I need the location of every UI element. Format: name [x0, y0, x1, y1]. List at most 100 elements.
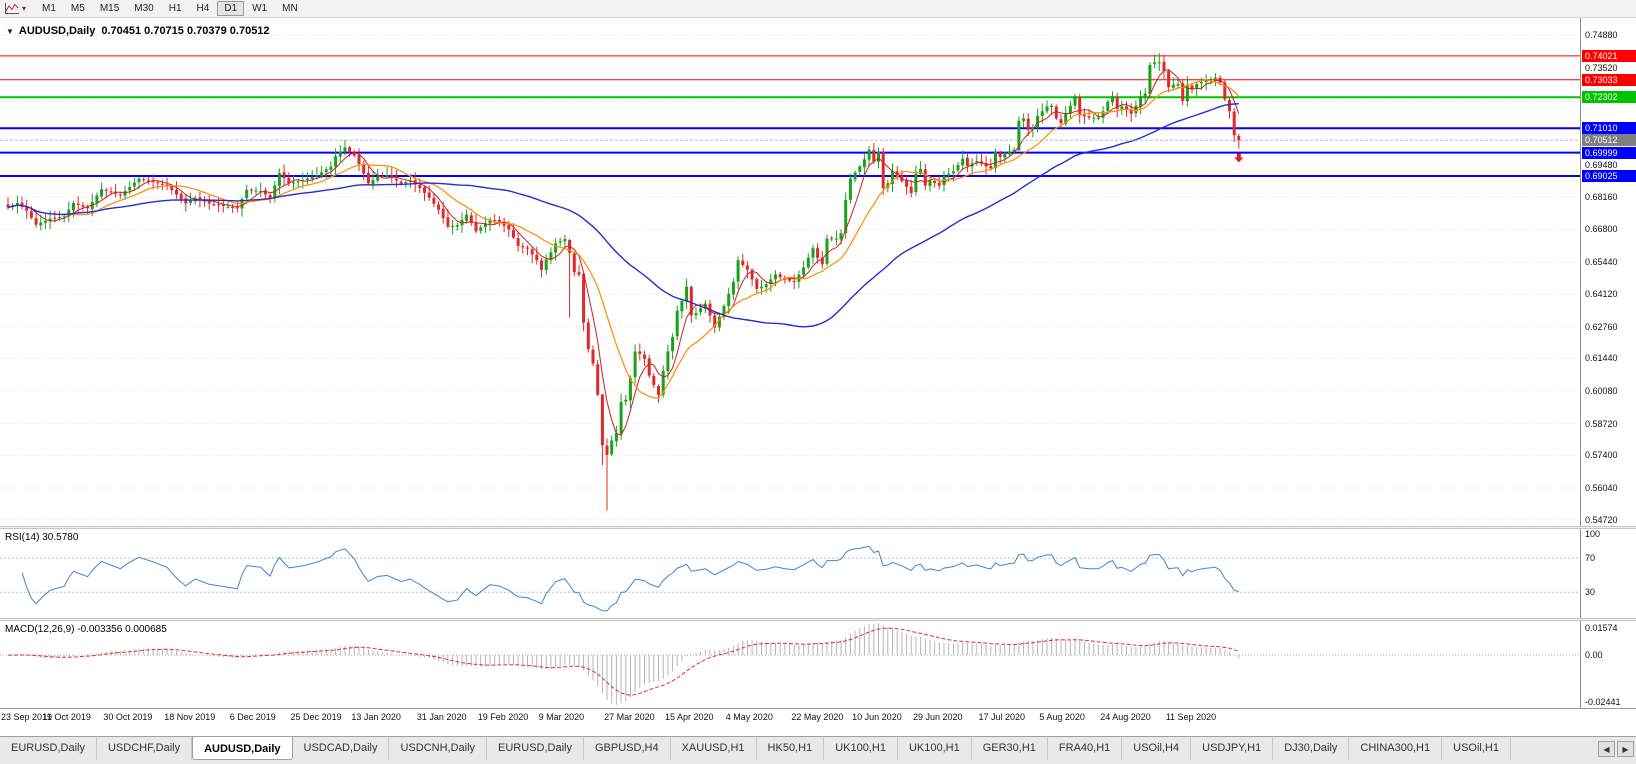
time-axis-label: 22 May 2020 [791, 712, 844, 722]
time-axis-label: 9 Mar 2020 [538, 712, 585, 722]
chart-tab-uk100-h1[interactable]: UK100,H1 [897, 737, 972, 760]
price-scale-label: 0.68160 [1585, 191, 1618, 202]
time-axis-label: 31 Jan 2020 [416, 712, 467, 722]
price-scale-label: 0.66800 [1585, 224, 1618, 235]
price-scale-label: 0.61440 [1585, 353, 1618, 364]
price-line-label: 0.70512 [1582, 134, 1636, 147]
rsi-label: RSI(14) 30.5780 [5, 532, 79, 543]
rsi-scale[interactable]: 100 70 30 [1580, 529, 1636, 618]
price-scale-label: 0.58720 [1585, 418, 1618, 429]
price-scale-label: 0.60080 [1585, 385, 1618, 396]
chart-tab-ger30-h1[interactable]: GER30,H1 [971, 737, 1048, 760]
chart-tab-usdchf-daily[interactable]: USDCHF,Daily [96, 737, 193, 760]
macd-scale[interactable]: 0.01574 0.00 -0.02441 [1580, 621, 1636, 708]
price-scale-label: 0.69480 [1585, 160, 1618, 171]
chart-tab-usdjpy-h1[interactable]: USDJPY,H1 [1191, 737, 1274, 760]
timeframe-button-w1[interactable]: W1 [245, 1, 274, 16]
chart-tab-usdcnh-daily[interactable]: USDCNH,Daily [389, 737, 488, 760]
price-line-label: 0.72302 [1582, 91, 1636, 104]
timeframe-button-m30[interactable]: M30 [127, 1, 160, 16]
time-axis-label: 18 Nov 2019 [164, 712, 216, 722]
pane-splitter[interactable] [0, 618, 1636, 621]
chart-tabs: EURUSD,Daily USDCHF,Daily AUDUSD,Daily USDC… [0, 737, 1594, 760]
chart-tab-xauusd-h1[interactable]: XAUUSD,H1 [670, 737, 757, 760]
timeframe-toolbar: ▾ M1 M5 M15 M30 H1 H4 D1 W1 MN [0, 0, 1636, 18]
time-axis[interactable]: 23 Sep 2019 11 Oct 2019 30 Oct 2019 18 Nov … [0, 708, 1636, 726]
time-axis-label: 11 Sep 2020 [1165, 712, 1217, 722]
timeframe-button-h4[interactable]: H4 [190, 1, 217, 16]
tabs-scroll-right-button[interactable]: ▶ [1617, 741, 1634, 757]
timeframe-buttons-group: M1 M5 M15 M30 H1 H4 D1 W1 MN [35, 1, 305, 16]
chart-tab-uk100-h1[interactable]: UK100,H1 [824, 737, 898, 760]
time-axis-label: 25 Dec 2019 [290, 712, 342, 722]
chart-title: ▼ AUDUSD,Daily 0.70451 0.70715 0.70379 0… [6, 25, 270, 37]
timeframe-button-d1[interactable]: D1 [217, 1, 245, 16]
time-axis-label: 4 May 2020 [725, 712, 773, 722]
chart-tab-audusd-daily[interactable]: AUDUSD,Daily [192, 737, 293, 760]
chart-menu-icon[interactable]: ▼ [6, 26, 14, 36]
macd-scale-label: 0.01574 [1585, 623, 1618, 633]
price-scale-label: 0.64120 [1585, 288, 1618, 299]
rsi-canvas[interactable] [0, 529, 1580, 618]
chart-tab-usoil-h1[interactable]: USOil,H1 [1442, 737, 1511, 760]
chart-tab-bar: EURUSD,Daily USDCHF,Daily AUDUSD,Daily USDC… [0, 736, 1636, 764]
macd-canvas[interactable] [0, 621, 1580, 708]
price-line-label: 0.69025 [1582, 169, 1636, 182]
chart-tab-china300-h1[interactable]: CHINA300,H1 [1349, 737, 1443, 760]
time-axis-label: 24 Aug 2020 [1100, 712, 1151, 722]
price-pane: ▼ AUDUSD,Daily 0.70451 0.70715 0.70379 0… [0, 18, 1636, 526]
price-scale-label: 0.74880 [1585, 30, 1618, 41]
timeframe-button-mn[interactable]: MN [275, 1, 305, 16]
rsi-scale-label: 100 [1585, 529, 1601, 539]
price-scale-label: 0.65440 [1585, 257, 1618, 268]
timeframe-button-m1[interactable]: M1 [35, 1, 63, 16]
time-axis-label: 17 Jul 2020 [978, 712, 1026, 722]
rsi-scale-label: 30 [1585, 587, 1596, 598]
rsi-pane: RSI(14) 30.5780 100 70 30 [0, 529, 1636, 618]
price-scale-label: 0.56040 [1585, 483, 1618, 494]
price-scale-label: 0.57400 [1585, 450, 1618, 461]
chart-symbol-label: AUDUSD,Daily [18, 25, 96, 37]
price-line-label: 0.71010 [1582, 122, 1636, 135]
price-scale-label: 0.73520 [1585, 62, 1618, 73]
price-scale-label: 0.62760 [1585, 321, 1618, 332]
chart-ohlc-values: 0.70451 0.70715 0.70379 0.70512 [101, 25, 270, 37]
rsi-scale-label: 70 [1585, 553, 1596, 564]
pane-splitter[interactable] [0, 526, 1636, 529]
time-axis-label: 27 Mar 2020 [604, 712, 655, 722]
price-scale[interactable]: 0.74880 0.73520 0.69480 0.68160 0.66800 0.654… [1580, 18, 1636, 526]
chart-window: ▼ AUDUSD,Daily 0.70451 0.70715 0.70379 0… [0, 18, 1636, 736]
chart-tab-usdcad-daily[interactable]: USDCAD,Daily [292, 737, 390, 760]
time-axis-label: 10 Jun 2020 [852, 712, 902, 722]
tabs-scroll-left-button[interactable]: ◀ [1598, 741, 1615, 757]
time-axis-label: 29 Jun 2020 [913, 712, 963, 722]
time-axis-label: 23 Sep 2019 [1, 712, 53, 722]
time-axis-label: 11 Oct 2019 [42, 712, 91, 722]
time-axis-label: 30 Oct 2019 [103, 712, 153, 722]
chart-tab-hk50-h1[interactable]: HK50,H1 [756, 737, 825, 760]
chart-tab-usoil-h4[interactable]: USOil,H4 [1122, 737, 1192, 760]
price-scale-label: 0.54720 [1585, 514, 1618, 525]
price-chart-canvas[interactable] [0, 18, 1580, 526]
macd-scale-label: -0.02441 [1585, 697, 1621, 707]
timeframe-button-m15[interactable]: M15 [93, 1, 126, 16]
time-axis-label: 5 Aug 2020 [1039, 712, 1085, 722]
chart-tab-eurusd-daily[interactable]: EURUSD,Daily [0, 737, 97, 760]
chart-tab-gbpusd-h4[interactable]: GBPUSD,H4 [584, 737, 671, 760]
timeframe-button-m5[interactable]: M5 [64, 1, 92, 16]
time-axis-label: 13 Jan 2020 [351, 712, 401, 722]
price-line-label: 0.69999 [1582, 146, 1636, 159]
time-axis-label: 15 Apr 2020 [664, 712, 714, 722]
macd-scale-label: 0.00 [1585, 650, 1603, 661]
time-axis-label: 19 Feb 2020 [477, 712, 529, 722]
timeframe-button-h1[interactable]: H1 [162, 1, 189, 16]
chevron-down-icon[interactable]: ▾ [22, 4, 27, 13]
tab-scroll-arrows: ◀ ▶ [1598, 741, 1634, 757]
chart-tab-fra40-h1[interactable]: FRA40,H1 [1047, 737, 1123, 760]
chart-tab-dj30-daily[interactable]: DJ30,Daily [1273, 737, 1350, 760]
price-line-label: 0.73033 [1582, 73, 1636, 86]
macd-pane: MACD(12,26,9) -0.003356 0.000685 0.01574… [0, 621, 1636, 708]
chart-icon[interactable] [4, 2, 20, 15]
chart-icon-glyph [5, 3, 19, 14]
chart-tab-eurusd-daily[interactable]: EURUSD,Daily [487, 737, 584, 760]
